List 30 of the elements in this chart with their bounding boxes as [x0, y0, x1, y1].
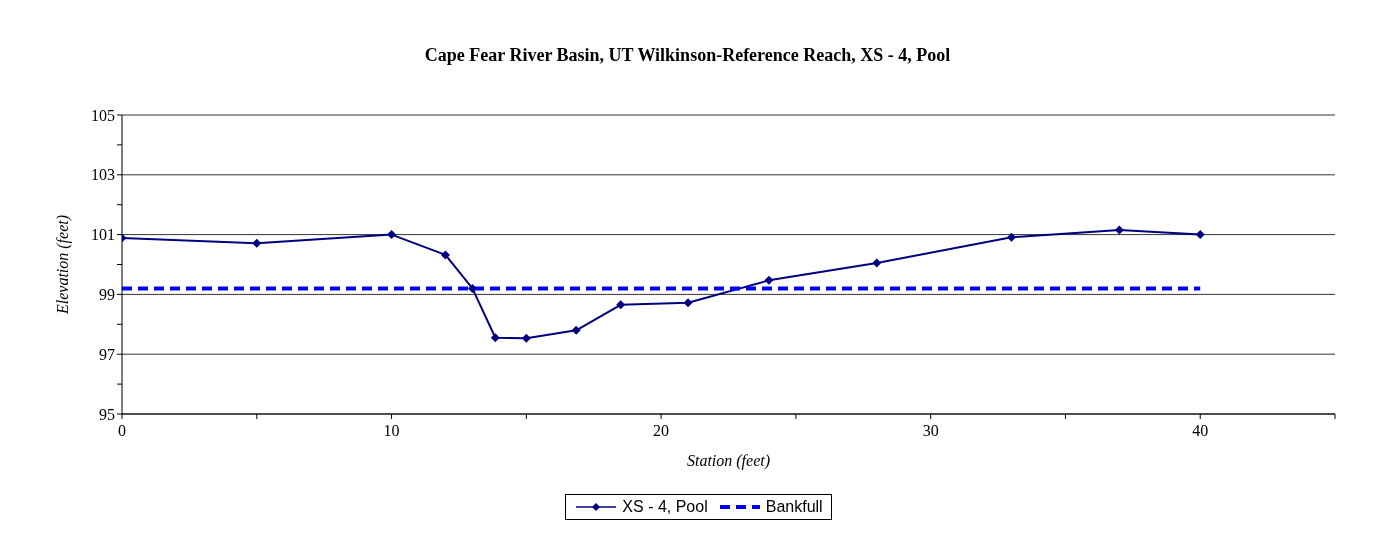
point — [490, 333, 500, 343]
x-tick-label: 30 — [922, 422, 939, 440]
y-tick-label: 103 — [91, 166, 115, 184]
point — [764, 275, 774, 285]
x-axis-title: Station (feet) — [686, 452, 771, 470]
y-tick-label: 101 — [91, 226, 115, 244]
y-tick-label: 97 — [99, 345, 115, 363]
point — [616, 300, 626, 310]
point — [440, 250, 450, 260]
x-tick-label: 40 — [1192, 422, 1209, 440]
y-tick-label: 99 — [99, 286, 115, 304]
point — [1114, 225, 1124, 235]
y-axis-title: Elevation (feet) — [53, 214, 72, 316]
y-tick-label: 105 — [91, 106, 115, 124]
point — [1195, 230, 1205, 240]
point — [387, 230, 397, 240]
point — [1007, 232, 1017, 242]
y-tick-label: 95 — [99, 405, 115, 423]
x-tick-label: 20 — [653, 422, 670, 440]
point — [683, 298, 693, 308]
legend-label: XS - 4, Pool — [621, 498, 708, 516]
x-tick-label: 0 — [118, 422, 126, 440]
point — [872, 258, 882, 268]
x-tick-label: 10 — [383, 422, 400, 440]
point — [521, 333, 531, 343]
point — [252, 238, 262, 248]
legend-label: Bankfull — [764, 498, 823, 516]
point — [467, 283, 477, 293]
point — [571, 325, 581, 335]
chart-title: Cape Fear River Basin, UT Wilkinson-Reference Reach, XS - 4, Pool — [423, 45, 952, 66]
